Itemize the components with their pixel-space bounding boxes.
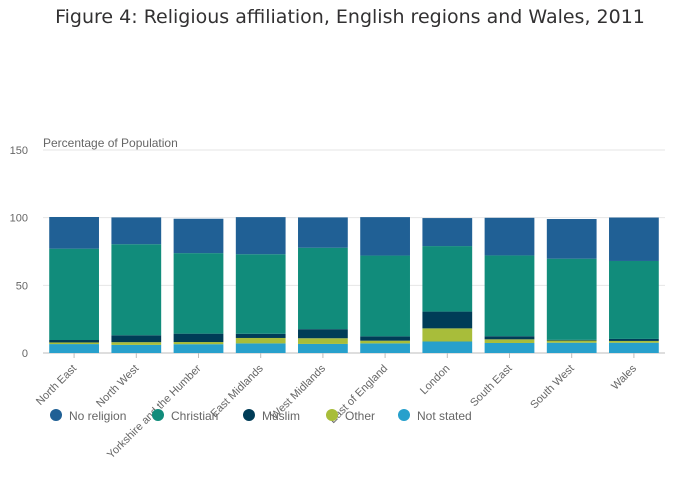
x-tick-label: North West	[94, 363, 141, 410]
bar-segment	[546, 258, 597, 340]
bar-segment	[49, 344, 99, 353]
y-tick-label: 50	[16, 280, 28, 292]
bar-segment	[422, 311, 473, 329]
legend-label: Other	[345, 409, 375, 423]
bar-segment	[422, 246, 473, 312]
bar-segment	[235, 217, 286, 255]
bar-segment	[298, 329, 348, 339]
legend-swatch	[326, 409, 338, 421]
x-tick-label: London	[418, 363, 452, 397]
y-tick-label: 100	[10, 213, 28, 225]
bar-stack	[422, 218, 473, 353]
y-tick-label: 0	[22, 348, 28, 360]
bar-segment	[609, 340, 659, 343]
legend-label: Christian	[171, 409, 218, 423]
legend-item: Not stated	[398, 409, 472, 423]
bar-segment	[546, 340, 597, 343]
bar-segment	[173, 342, 224, 345]
y-axis-label: Percentage of Population	[43, 136, 178, 150]
bar-segment	[422, 218, 473, 247]
bar-segment	[422, 328, 473, 342]
bar-segment	[546, 339, 597, 341]
bar-segment	[173, 333, 224, 343]
bar-segment	[360, 336, 410, 341]
bar-stack	[298, 217, 348, 353]
bar-segment	[484, 342, 535, 353]
bar-segment	[111, 344, 162, 353]
bar-segment	[609, 217, 659, 261]
legend-label: Not stated	[417, 409, 472, 423]
bar-segment	[49, 342, 99, 345]
legend-label: No religion	[69, 409, 126, 423]
bar-segment	[360, 343, 410, 353]
bar-segment	[298, 338, 348, 344]
bars	[49, 216, 659, 353]
bar-stack	[49, 216, 99, 353]
bar-stack	[360, 217, 410, 353]
x-tick-label: Wales	[609, 362, 639, 392]
bar-segment	[235, 343, 286, 353]
bar-segment	[484, 336, 535, 340]
y-tick-labels: 0 50 100 150	[10, 145, 28, 360]
legend-swatch	[50, 409, 62, 421]
bar-segment	[360, 217, 410, 256]
bar-segment	[298, 217, 348, 248]
bar-segment	[484, 217, 535, 256]
bar-segment	[49, 216, 99, 249]
bar-segment	[298, 247, 348, 330]
bar-segment	[49, 340, 99, 343]
bar-segment	[422, 341, 473, 353]
bar-segment	[609, 338, 659, 341]
bar-stack	[546, 219, 597, 353]
bar-segment	[111, 217, 162, 245]
bar-segment	[111, 244, 162, 336]
legend: No religion Christian Muslim Other Not state…	[50, 409, 472, 423]
x-tick-label: South East	[468, 363, 515, 410]
bar-stack	[111, 217, 162, 353]
bar-segment	[546, 342, 597, 353]
bar-stack	[235, 217, 286, 353]
x-tick-label: North East	[34, 363, 79, 408]
bar-segment	[173, 253, 224, 334]
bar-stack	[609, 217, 659, 353]
bar-segment	[111, 335, 162, 343]
bar-segment	[546, 219, 597, 259]
bar-segment	[235, 254, 286, 334]
legend-item: No religion	[50, 409, 126, 423]
bar-stack	[173, 218, 224, 353]
bar-segment	[173, 218, 224, 254]
legend-item: Other	[326, 409, 375, 423]
bar-segment	[235, 333, 286, 338]
y-tick-label: 150	[10, 145, 28, 157]
bar-segment	[360, 255, 410, 337]
bar-segment	[235, 337, 286, 344]
bar-stack	[484, 217, 535, 353]
bar-segment	[609, 342, 659, 353]
chart-title: Figure 4: Religious affiliation, English…	[55, 6, 645, 28]
bar-segment	[173, 344, 224, 353]
legend-label: Muslim	[262, 409, 300, 423]
bar-segment	[360, 340, 410, 344]
legend-swatch	[398, 409, 410, 421]
legend-item: Muslim	[243, 409, 300, 423]
bar-segment	[484, 339, 535, 343]
bar-segment	[609, 260, 659, 339]
legend-item: Christian	[152, 409, 218, 423]
bar-segment	[298, 343, 348, 353]
legend-swatch	[152, 409, 164, 421]
x-tick-label: South West	[528, 363, 577, 412]
legend-swatch	[243, 409, 255, 421]
bar-segment	[111, 342, 162, 345]
bar-segment	[484, 255, 535, 337]
bar-segment	[49, 248, 99, 341]
